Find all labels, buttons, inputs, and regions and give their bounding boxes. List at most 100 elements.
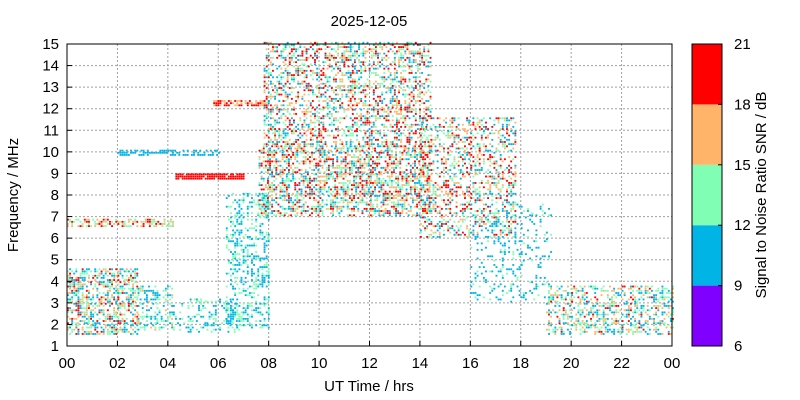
- snr-cell: [211, 173, 213, 176]
- snr-cell: [380, 205, 383, 208]
- snr-cell: [434, 197, 437, 199]
- snr-cell: [123, 313, 126, 316]
- snr-cell: [388, 154, 391, 156]
- snr-cell: [362, 102, 365, 105]
- snr-cell: [117, 287, 120, 290]
- snr-cell: [327, 149, 330, 152]
- snr-cell: [383, 41, 386, 44]
- snr-cell: [419, 169, 422, 171]
- snr-cell: [274, 121, 277, 124]
- snr-cell: [267, 141, 270, 143]
- snr-cell: [416, 182, 419, 184]
- snr-cell: [225, 309, 228, 312]
- snr-cell: [369, 197, 372, 199]
- snr-cell: [380, 210, 383, 212]
- snr-cell: [152, 289, 155, 292]
- snr-cell: [94, 307, 97, 309]
- snr-cell: [313, 158, 316, 161]
- snr-cell: [96, 330, 99, 333]
- snr-cell: [261, 285, 264, 288]
- snr-cell: [335, 89, 337, 92]
- snr-cell: [368, 128, 371, 130]
- snr-cell: [311, 190, 313, 193]
- snr-cell: [255, 238, 258, 240]
- snr-cell: [449, 154, 452, 156]
- snr-cell: [422, 225, 424, 228]
- snr-cell: [236, 218, 239, 221]
- snr-cell: [400, 59, 403, 61]
- snr-cell: [267, 72, 270, 74]
- snr-cell: [81, 294, 84, 297]
- snr-cell: [265, 240, 268, 243]
- snr-cell: [85, 220, 88, 223]
- snr-cell: [96, 320, 99, 322]
- snr-cell: [306, 192, 309, 195]
- snr-cell: [428, 203, 431, 206]
- snr-cell: [361, 210, 364, 212]
- snr-cell: [276, 89, 279, 92]
- snr-cell: [407, 175, 410, 178]
- snr-cell: [309, 132, 312, 135]
- snr-cell: [338, 147, 341, 150]
- snr-cell: [418, 214, 421, 217]
- snr-cell: [362, 121, 365, 124]
- snr-cell: [395, 113, 398, 115]
- snr-cell: [320, 117, 323, 120]
- snr-cell: [349, 50, 352, 53]
- snr-cell: [341, 106, 344, 109]
- snr-cell: [399, 203, 402, 206]
- snr-cell: [234, 233, 237, 236]
- snr-cell: [360, 115, 363, 118]
- snr-cell: [160, 320, 163, 322]
- snr-cell: [409, 177, 412, 180]
- snr-cell: [148, 151, 151, 154]
- snr-cell: [136, 298, 139, 301]
- snr-cell: [353, 67, 356, 70]
- snr-cell: [278, 54, 281, 57]
- snr-cell: [88, 292, 90, 294]
- snr-cell: [109, 333, 111, 335]
- snr-cell: [251, 268, 253, 271]
- snr-cell: [92, 296, 95, 299]
- snr-cell: [355, 160, 358, 163]
- snr-cell: [320, 130, 323, 133]
- snr-cell: [369, 207, 372, 210]
- snr-cell: [349, 97, 352, 100]
- snr-cell: [322, 125, 325, 128]
- snr-cell: [158, 311, 161, 314]
- snr-cell: [408, 56, 411, 59]
- snr-cell: [403, 175, 406, 178]
- snr-cell: [242, 216, 245, 219]
- snr-cell: [242, 261, 245, 264]
- snr-cell: [313, 199, 316, 202]
- snr-cell: [136, 274, 139, 277]
- snr-cell: [387, 76, 390, 79]
- snr-cell: [88, 276, 90, 279]
- snr-cell: [169, 225, 172, 228]
- snr-cell: [279, 186, 282, 189]
- snr-cell: [272, 50, 274, 53]
- snr-cell: [280, 115, 283, 118]
- snr-cell: [258, 182, 261, 184]
- snr-cell: [269, 188, 271, 191]
- snr-cell: [335, 41, 337, 44]
- snr-cell: [395, 95, 398, 98]
- snr-cell: [356, 138, 358, 141]
- snr-cell: [182, 149, 185, 152]
- snr-cell: [159, 149, 162, 152]
- snr-cell: [293, 108, 295, 111]
- snr-cell: [343, 110, 346, 113]
- snr-cell: [319, 179, 322, 182]
- snr-cell: [436, 160, 439, 163]
- snr-cell: [372, 162, 374, 165]
- snr-cell: [127, 279, 130, 281]
- snr-cell: [447, 125, 450, 128]
- snr-cell: [401, 207, 404, 210]
- snr-cell: [411, 188, 414, 191]
- snr-cell: [232, 322, 234, 325]
- snr-cell: [449, 190, 452, 193]
- snr-cell: [264, 186, 267, 189]
- snr-cell: [311, 151, 313, 154]
- snr-cell: [355, 149, 358, 152]
- snr-cell: [73, 281, 76, 284]
